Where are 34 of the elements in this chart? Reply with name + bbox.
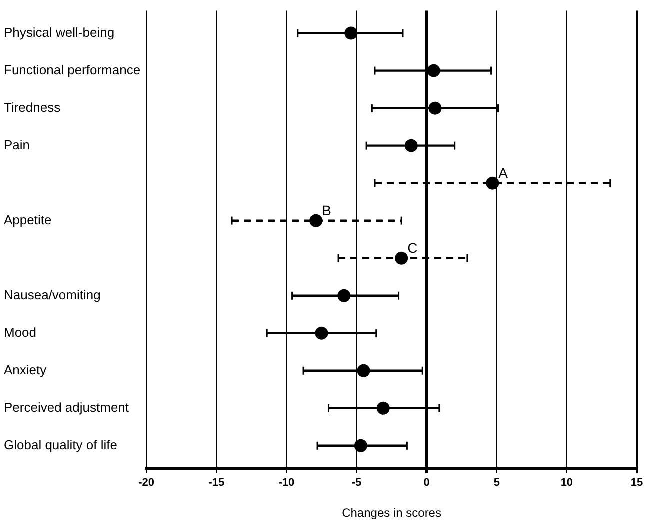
- y-tick-label: Appetite: [4, 212, 52, 228]
- point: [404, 139, 418, 152]
- y-tick-label: Functional performance: [4, 62, 141, 78]
- point: [338, 289, 351, 302]
- point: [395, 252, 408, 265]
- x-tick-label: 15: [630, 477, 644, 490]
- x-tick-label: 10: [560, 477, 574, 490]
- x-tick-label: 5: [494, 477, 500, 490]
- point: [344, 26, 358, 40]
- point: [376, 402, 390, 415]
- point: [427, 64, 440, 78]
- y-tick-label: Mood: [4, 324, 37, 340]
- point: [428, 102, 442, 115]
- y-tick-label: Anxiety: [4, 362, 48, 378]
- y-tick-label: Global quality of life: [4, 437, 118, 452]
- x-tick-label: 0: [424, 477, 430, 490]
- y-tick-label: Physical well-being: [4, 24, 115, 40]
- y-tick-label: Tiredness: [4, 100, 62, 115]
- x-tick-label: -5: [352, 477, 362, 490]
- x-tick-label: -15: [208, 477, 225, 490]
- y-tick-label: Nausea/vomiting: [4, 287, 101, 302]
- x-axis-title: Changes in scores: [342, 506, 442, 520]
- y-tick-label: Perceived adjustment: [4, 400, 130, 415]
- annotation: A: [498, 165, 509, 182]
- point: [315, 326, 328, 340]
- y-tick-label: Pain: [4, 137, 30, 152]
- annotation: B: [322, 202, 332, 219]
- x-tick-label: -20: [138, 477, 155, 490]
- point: [357, 364, 370, 378]
- point: [310, 214, 323, 228]
- annotation: C: [408, 240, 418, 256]
- x-tick-label: -10: [278, 477, 295, 490]
- point: [486, 176, 500, 190]
- point: [354, 439, 368, 452]
